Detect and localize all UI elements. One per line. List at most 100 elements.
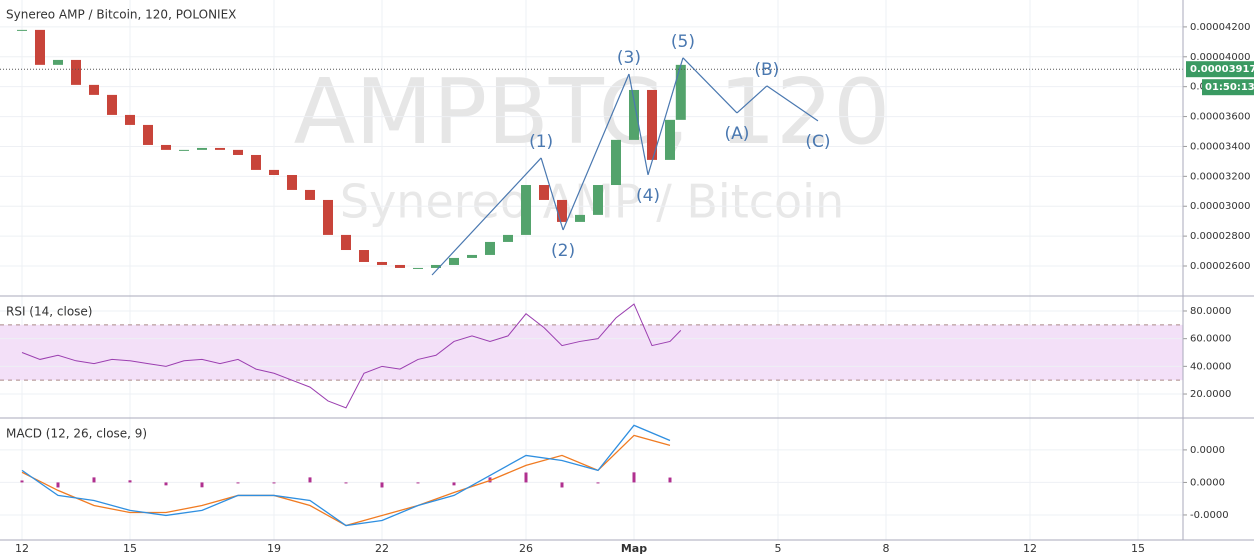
histogram-bar [632, 472, 636, 483]
x-tick-label: 15 [1131, 542, 1145, 555]
wave-label: (5) [671, 32, 695, 52]
candle [250, 154, 261, 170]
candle [358, 250, 369, 262]
candle [592, 185, 603, 215]
y-tick-label: 0.0000 [1190, 445, 1225, 456]
candle [34, 29, 45, 65]
wave-line [540, 157, 564, 231]
candle [214, 147, 225, 150]
candle [664, 119, 675, 160]
wave-line [736, 85, 768, 114]
rsi-band [0, 324, 1183, 381]
wave-line [562, 73, 630, 231]
x-tick-label: 8 [882, 542, 889, 555]
y-tick-label: 20.0000 [1190, 389, 1231, 400]
candle [16, 29, 27, 31]
candle [538, 185, 549, 200]
histogram-bar [128, 480, 132, 483]
candle [675, 64, 686, 120]
candle [376, 261, 387, 265]
wave-line [682, 57, 738, 114]
candle [178, 149, 189, 151]
candle [430, 264, 441, 268]
histogram-bar [344, 482, 348, 484]
candle [484, 241, 495, 255]
price-tag [1186, 61, 1254, 78]
candle [340, 234, 351, 251]
candle [322, 199, 333, 235]
price-tag-label: 0.00003917 [1190, 64, 1254, 75]
x-tick-label: Map [621, 542, 647, 555]
y-tick-label: 0.00003400 [1190, 141, 1250, 152]
wave-label: (2) [551, 241, 575, 261]
histogram-bar [236, 482, 240, 484]
x-tick-label: 12 [15, 542, 29, 555]
y-tick-label: 0.00002600 [1190, 261, 1250, 272]
rsi-line [21, 303, 682, 409]
wave-label: (4) [636, 186, 660, 206]
wave-line [431, 157, 542, 276]
pane-title: MACD (12, 26, close, 9) [6, 427, 147, 441]
candle [160, 144, 171, 150]
histogram-bar [416, 482, 420, 484]
y-tick-label: 0.0000 [1190, 477, 1225, 488]
x-tick-label: 26 [519, 542, 533, 555]
macd-line [21, 424, 671, 527]
y-tick-label: 0.00004200 [1190, 22, 1250, 33]
candle [142, 124, 153, 145]
wave-label: (1) [529, 132, 553, 152]
candle [520, 185, 531, 235]
x-tick-label: 19 [267, 542, 281, 555]
y-tick-label: 80.0000 [1190, 306, 1231, 317]
candle [646, 89, 657, 160]
candle [232, 149, 243, 155]
histogram-bar [308, 477, 312, 483]
histogram-bar [452, 482, 456, 486]
x-tick-label: 15 [123, 542, 137, 555]
histogram-bar [92, 477, 96, 483]
histogram-bar [524, 472, 528, 483]
watermark: AMPBTC, 120 [294, 60, 891, 165]
candle [268, 169, 279, 175]
y-tick-label: 0.00004000 [1190, 52, 1250, 63]
candle [628, 89, 639, 140]
candle [52, 59, 63, 65]
wave-label: (3) [617, 48, 641, 68]
candle [556, 199, 567, 222]
candle [394, 264, 405, 268]
wave-line [628, 73, 649, 175]
wave-line [647, 57, 684, 176]
histogram-bar [164, 482, 168, 486]
candle [196, 147, 207, 150]
histogram-bar [380, 482, 384, 488]
histogram-bar [596, 482, 600, 484]
wave-label: (B) [754, 60, 779, 80]
histogram-bar [272, 482, 276, 484]
y-tick-label: -0.0000 [1190, 510, 1229, 521]
candle [304, 189, 315, 200]
histogram-bar [20, 480, 24, 483]
candle [448, 257, 459, 265]
wave-label: (C) [805, 132, 830, 152]
countdown-tag [1202, 79, 1254, 96]
candle [70, 59, 81, 85]
candle [610, 139, 621, 186]
pane-title: RSI (14, close) [6, 305, 92, 319]
x-tick-label: 22 [375, 542, 389, 555]
histogram-bar [200, 482, 204, 488]
x-tick-label: 5 [774, 542, 781, 555]
y-tick-label: 0.00003000 [1190, 201, 1250, 212]
countdown: 01:50:13 [1205, 82, 1254, 93]
watermark-subtitle: Synereo AMP / Bitcoin [340, 175, 844, 229]
y-tick-label: 0.00003200 [1190, 171, 1250, 182]
y-tick-label: 40.0000 [1190, 361, 1231, 372]
candle [286, 174, 297, 190]
candle [466, 254, 477, 258]
candle [502, 234, 513, 242]
candle [574, 214, 585, 222]
candle [124, 114, 135, 125]
histogram-bar [56, 482, 60, 488]
candle [106, 94, 117, 115]
